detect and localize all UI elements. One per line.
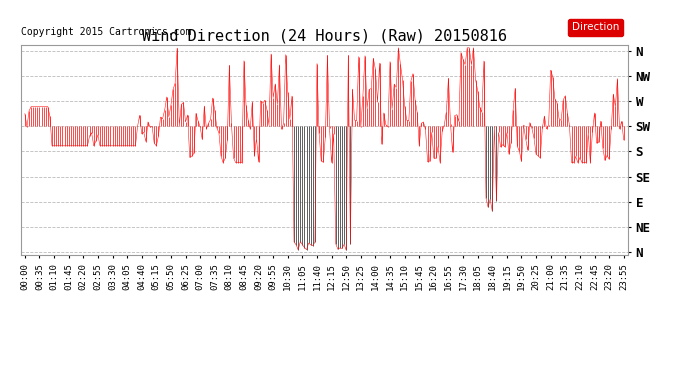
Legend: Direction: Direction bbox=[568, 19, 622, 36]
Text: Copyright 2015 Cartronics.com: Copyright 2015 Cartronics.com bbox=[21, 27, 191, 37]
Title: Wind Direction (24 Hours) (Raw) 20150816: Wind Direction (24 Hours) (Raw) 20150816 bbox=[142, 29, 506, 44]
